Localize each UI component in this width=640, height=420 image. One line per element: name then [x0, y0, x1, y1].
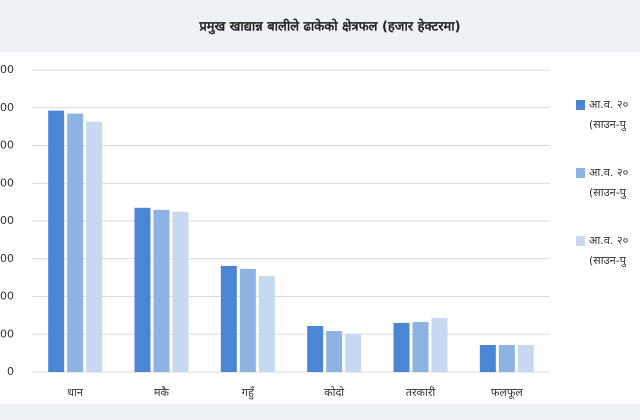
- y-tick-label: 1,400: [0, 101, 14, 114]
- bar: [67, 113, 84, 372]
- x-tick-label: गहुँ: [242, 386, 255, 400]
- bar: [393, 322, 410, 372]
- bar: [412, 321, 429, 372]
- y-tick-label: 400: [0, 290, 14, 303]
- chart-title: प्रमुख खाद्यान्न बालीले ढाकेको क्षेत्रफल…: [198, 19, 460, 35]
- legend-label: आ.व. २०: [589, 234, 629, 247]
- bar: [258, 275, 275, 372]
- bar: [86, 121, 103, 372]
- legend-swatch: [576, 168, 585, 178]
- y-tick-label: 1,600: [0, 63, 14, 76]
- legend-period: (साउन-पु: [589, 186, 627, 199]
- bar: [326, 331, 343, 372]
- bar: [517, 345, 534, 372]
- legend-label: आ.व. २०: [589, 98, 629, 111]
- bar: [134, 207, 151, 372]
- bar: [431, 318, 448, 372]
- x-tick-label: तरकारी: [406, 386, 436, 399]
- y-tick-label: 1,200: [0, 139, 14, 152]
- bar: [48, 110, 65, 373]
- x-tick-label: धान: [67, 386, 84, 399]
- bar: [153, 209, 170, 372]
- bar: [220, 265, 237, 372]
- bar: [345, 333, 362, 372]
- legend-label: आ.व. २०: [589, 166, 629, 179]
- legend-period: (साउन-पु: [589, 254, 627, 267]
- x-tick-label: कोदो: [324, 386, 344, 399]
- x-tick-label: मकै: [154, 386, 170, 399]
- legend-swatch: [576, 100, 585, 110]
- legend-period: (साउन-पु: [589, 118, 627, 131]
- bar: [307, 325, 324, 372]
- y-tick-label: 800: [0, 214, 14, 227]
- y-tick-label: 200: [0, 327, 14, 340]
- x-tick-label: फलफूल: [491, 386, 523, 400]
- bar: [239, 268, 256, 372]
- y-tick-label: 0: [7, 365, 14, 378]
- bar: [172, 211, 189, 372]
- y-tick-label: 1,000: [0, 176, 14, 189]
- bar: [479, 345, 496, 372]
- legend-swatch: [576, 236, 585, 246]
- bar: [498, 345, 515, 372]
- y-tick-label: 600: [0, 252, 14, 265]
